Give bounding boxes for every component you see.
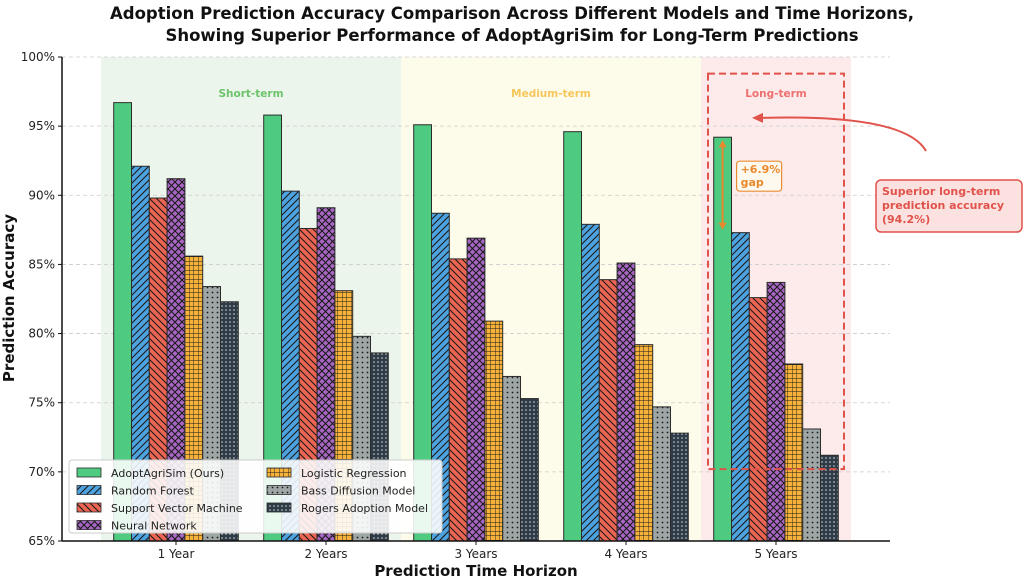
bar-rogers-adoption-model-3-years	[520, 398, 539, 542]
bar-logistic-regression-3-years	[484, 320, 504, 542]
legend: AdoptAgriSim (Ours) Random Forest Support …	[68, 459, 443, 534]
region-label: Short-term	[218, 88, 283, 100]
legend-item: AdoptAgriSim (Ours)	[76, 467, 224, 480]
legend-label: Rogers Adoption Model	[301, 502, 428, 515]
y-axis-label: Prediction Accuracy	[0, 214, 18, 382]
callout-text: (94.2%)	[882, 213, 930, 226]
legend-swatch	[266, 502, 292, 513]
gap-label-text: gap	[741, 176, 764, 189]
legend-item: Logistic Regression	[266, 467, 407, 480]
bar-logistic-regression-4-years	[634, 344, 654, 542]
bar-support-vector-machine-4-years	[598, 279, 618, 542]
legend-swatch	[266, 467, 292, 478]
legend-swatch	[76, 467, 102, 478]
y-tick-label: 85%	[28, 257, 55, 271]
gap-arrow-head-up	[718, 140, 727, 148]
y-tick-label: 75%	[28, 396, 55, 410]
x-axis-label: Prediction Time Horizon	[374, 562, 577, 579]
highlight-box	[707, 72, 845, 471]
y-tick-label: 100%	[21, 50, 55, 64]
x-tick-label: 2 Years	[304, 547, 347, 561]
gap-arrow-head-down	[718, 222, 727, 230]
legend-box	[68, 459, 443, 534]
gap-label: +6.9%gap	[735, 160, 783, 192]
bar-bass-diffusion-model-3-years	[502, 375, 522, 542]
bar-bass-diffusion-model-5-years	[802, 428, 822, 542]
legend-label: Logistic Regression	[301, 467, 407, 480]
bar-neural-network-4-years	[616, 262, 636, 542]
legend-swatch	[76, 485, 102, 495]
gap-label-text: +6.9%	[741, 163, 781, 176]
legend-item: Support Vector Machine	[76, 502, 243, 515]
bar-logistic-regression-5-years	[784, 363, 804, 542]
bar-random-forest-5-years	[731, 232, 750, 542]
y-tick-label: 80%	[28, 327, 55, 341]
axes: 65% 70% 75% 80% 85% 90% 95% 100% 1 Year 2 Years 3 …	[21, 50, 890, 561]
callout-text: prediction accuracy	[882, 199, 1004, 212]
y-tick-label: 90%	[28, 188, 55, 202]
x-tick-label: 4 Years	[604, 547, 647, 561]
y-tick-label: 65%	[28, 534, 55, 548]
legend-swatch	[266, 485, 292, 495]
bar-support-vector-machine-3-years	[448, 258, 468, 542]
legend-label: Random Forest	[111, 485, 194, 498]
legend-label: Support Vector Machine	[111, 502, 243, 515]
bar-rogers-adoption-model-4-years	[670, 432, 689, 542]
region-label: Medium-term	[511, 88, 591, 100]
legend-item: Rogers Adoption Model	[266, 502, 428, 515]
legend-item: Bass Diffusion Model	[266, 485, 415, 498]
chart-title-line1: Adoption Prediction Accuracy Comparison …	[110, 4, 914, 23]
legend-swatch	[76, 520, 102, 530]
region-label: Long-term	[745, 88, 807, 100]
legend-swatch	[76, 502, 102, 513]
bar-adoptagrisim-ours-4-years	[563, 131, 583, 542]
bar-neural-network-3-years	[466, 237, 486, 542]
bar-random-forest-4-years	[581, 223, 600, 542]
x-tick-label: 3 Years	[454, 547, 497, 561]
callout-arrow-head	[752, 112, 763, 123]
legend-item: Neural Network	[76, 520, 197, 533]
bar-neural-network-5-years	[766, 281, 786, 542]
x-tick-label: 5 Years	[754, 547, 797, 561]
chart-title-line2: Showing Superior Performance of AdoptAgr…	[165, 26, 858, 45]
legend-label: Bass Diffusion Model	[301, 485, 415, 498]
legend-label: AdoptAgriSim (Ours)	[111, 467, 224, 480]
y-tick-label: 70%	[28, 465, 55, 479]
legend-label: Neural Network	[111, 520, 197, 533]
legend-item: Random Forest	[76, 485, 194, 498]
callout-arrow	[761, 116, 927, 152]
bar-support-vector-machine-5-years	[748, 297, 768, 542]
x-tick-label: 1 Year	[158, 547, 195, 561]
callout-text: Superior long-term	[882, 185, 1000, 198]
y-tick-label: 95%	[28, 119, 55, 133]
bar-bass-diffusion-model-4-years	[652, 406, 672, 542]
